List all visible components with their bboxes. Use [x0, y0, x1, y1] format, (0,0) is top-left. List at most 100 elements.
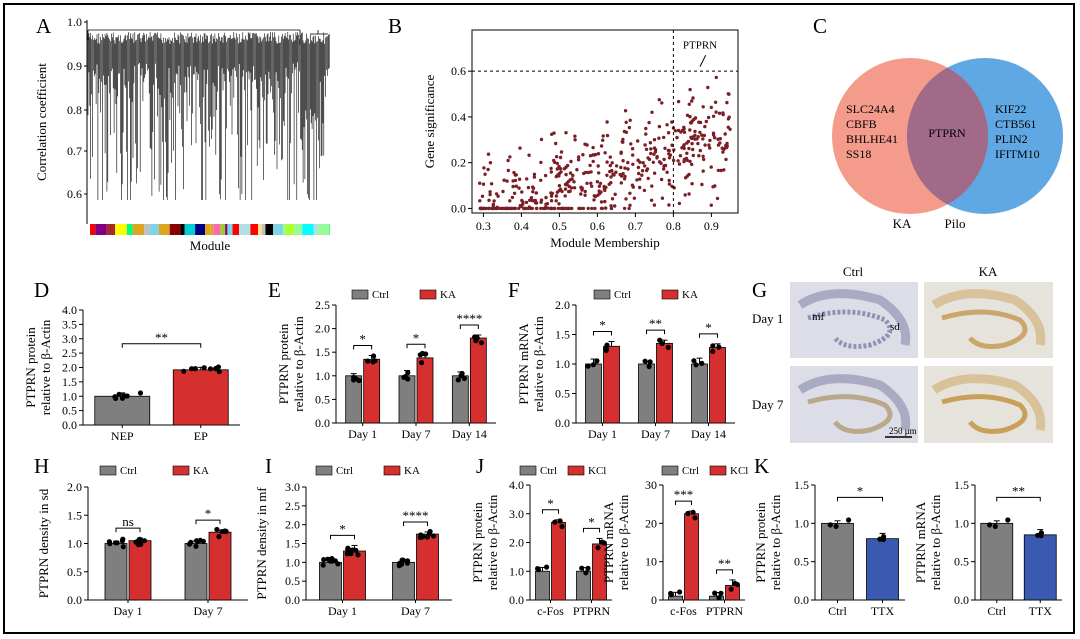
scatter-point [572, 180, 576, 184]
y-tick-label: 0.0 [555, 416, 570, 430]
scatter-point [603, 188, 607, 193]
significance-bracket [195, 519, 221, 525]
bar [821, 522, 854, 601]
scatter-point [652, 171, 657, 175]
data-point [138, 541, 144, 547]
legend-swatch-ctrl [315, 465, 333, 476]
scatter-point [567, 189, 571, 194]
scatter-point [585, 181, 589, 185]
scatter-point [609, 206, 614, 211]
scatter-y-tick-label: 0.6 [451, 64, 466, 78]
significance-label: ns [122, 514, 134, 529]
data-point [590, 362, 597, 368]
scatter-point [596, 152, 601, 156]
scatter-point [604, 206, 608, 210]
bar [416, 533, 439, 601]
scatter-point [682, 130, 687, 134]
panel-letter-i: I [265, 454, 272, 478]
scatter-point [728, 127, 732, 131]
data-point [400, 557, 406, 563]
scatter-point [501, 189, 505, 194]
data-point [223, 528, 229, 535]
data-point [365, 358, 371, 364]
y-tick-label: 3.0 [509, 507, 524, 521]
scatter-point [687, 102, 691, 107]
scatter-point [486, 152, 491, 156]
data-point [207, 366, 214, 372]
scatter-point [614, 164, 619, 168]
scatter-point [492, 199, 496, 203]
venn-right-gene: CTB561 [995, 117, 1036, 131]
scatter-point [701, 105, 705, 109]
scatter-point [569, 159, 573, 164]
data-point [137, 390, 144, 396]
scatter-point [613, 204, 617, 208]
y-tick-label: 2.0 [555, 298, 570, 312]
data-point [585, 565, 591, 572]
scatter-point [489, 182, 494, 186]
scatter-point [631, 153, 635, 157]
y-tick-label: 0.0 [285, 593, 300, 607]
data-point [647, 359, 653, 365]
scatter-point [650, 184, 654, 188]
scatter-point [601, 134, 605, 138]
scatter-point [649, 147, 653, 151]
module-color-segment [294, 224, 303, 235]
scatter-point [709, 105, 713, 110]
scatter-point [513, 178, 518, 183]
data-point [557, 518, 563, 524]
histology-row-day1: Day 1 [752, 311, 783, 326]
data-point [321, 557, 327, 563]
bar [392, 561, 415, 601]
scatter-point [715, 196, 720, 201]
scatter-point [598, 181, 603, 186]
scatter-point [506, 158, 510, 163]
venn-right-gene: IFITM10 [995, 147, 1040, 161]
module-color-segment [95, 224, 107, 235]
scatter-point [549, 170, 553, 174]
y-tick-label: 0.5 [285, 574, 300, 588]
scatter-point [698, 148, 702, 153]
bar [319, 561, 342, 601]
dendrogram-y-tick: 0.6 [67, 187, 82, 201]
scatter-y-tick-label: 0.0 [451, 201, 466, 215]
scatter-point [483, 172, 487, 176]
data-point [668, 590, 674, 597]
scatter-point [688, 115, 692, 119]
scatter-point [481, 182, 486, 186]
scatter-point [576, 158, 581, 162]
bar [363, 358, 381, 424]
scatter-point [701, 169, 705, 173]
scatter-point [640, 169, 645, 173]
scatter-point [494, 206, 499, 211]
dendrogram-y-tick: 0.9 [67, 59, 82, 73]
scatter-point [549, 194, 554, 198]
scatter-point [529, 196, 534, 200]
bar [104, 543, 128, 601]
scatter-point [591, 145, 595, 150]
scatter-point [559, 206, 563, 211]
scatter-point [706, 85, 710, 90]
scatter-point [568, 171, 573, 175]
y-tick-label: 0.5 [954, 555, 969, 569]
scatter-point [714, 75, 718, 80]
scatter-point [580, 187, 584, 191]
y-tick-label: 20 [645, 516, 657, 530]
module-color-segment [318, 224, 330, 235]
x-category-label: Day 7 [401, 604, 430, 618]
data-point [535, 566, 541, 572]
scatter-point [662, 135, 666, 140]
scatter-point [577, 206, 581, 211]
scatter-point [691, 153, 695, 158]
panel-letter-k: K [754, 454, 769, 478]
scatter-annotation-arrow [699, 54, 707, 67]
module-color-segment [302, 224, 314, 235]
scatter-point [549, 191, 553, 195]
scatter-point [599, 200, 604, 204]
y-tick-label: 0.0 [67, 593, 82, 607]
scatter-point [696, 141, 700, 146]
scatter-point [712, 136, 717, 140]
histology-col-ctrl: Ctrl [843, 264, 864, 279]
scatter-point [597, 189, 601, 193]
legend-label-ctrl: Ctrl [540, 465, 557, 477]
